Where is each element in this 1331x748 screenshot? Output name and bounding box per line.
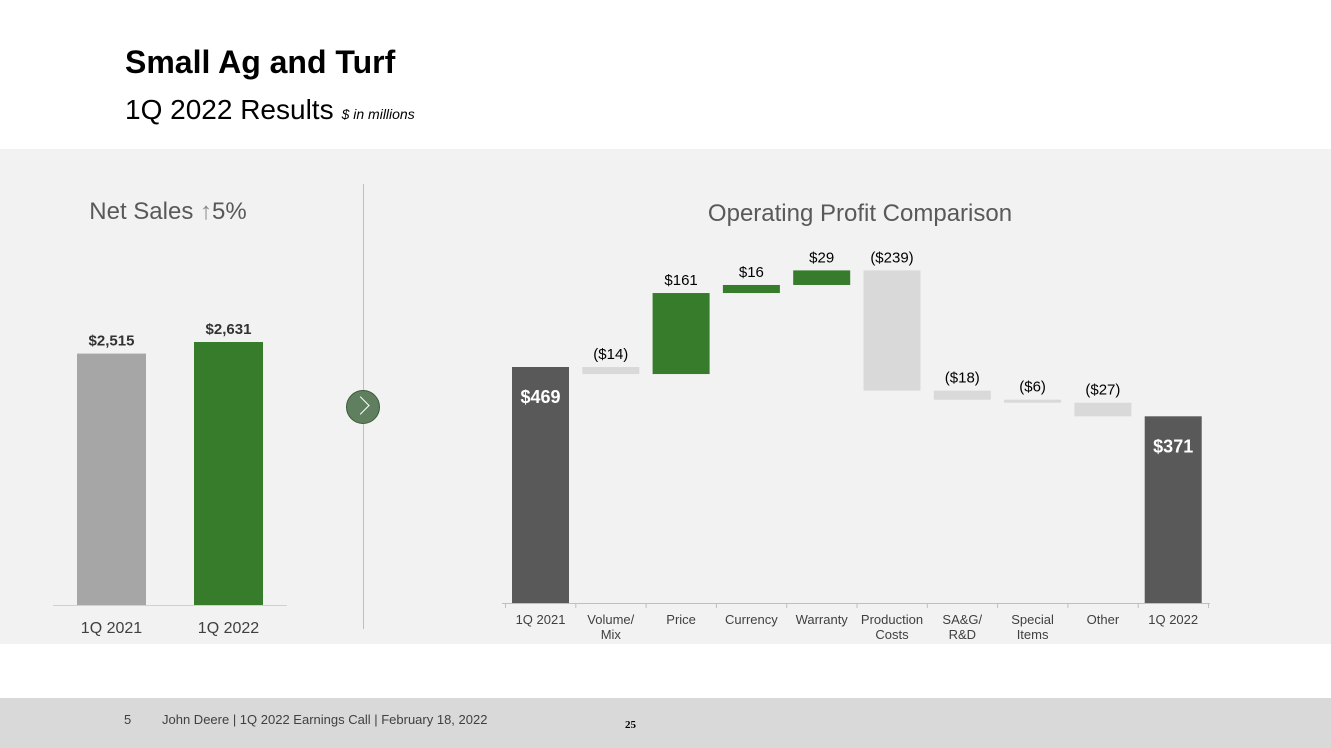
bar (194, 342, 263, 605)
bar (793, 270, 851, 285)
slide-subtitle: 1Q 2022 Results $ in millions (125, 94, 415, 126)
tick-label: Price (666, 612, 696, 627)
data-label: $29 (809, 249, 834, 266)
net-sales-label: Net Sales (89, 198, 194, 225)
bar (512, 367, 569, 603)
data-label: ($18) (945, 370, 980, 387)
subtitle-text: 1Q 2022 Results (125, 94, 334, 125)
bar (77, 353, 146, 605)
tick-label: Warranty (796, 612, 849, 627)
arrow-up-icon: ↑ (200, 198, 213, 225)
units-note: $ in millions (341, 106, 415, 122)
data-label: $371 (1153, 436, 1193, 456)
data-label: $161 (664, 272, 697, 289)
tick-label: 1Q 2021 (516, 612, 566, 627)
tick-label: Costs (875, 627, 909, 642)
bar (722, 284, 780, 294)
data-label: $16 (739, 264, 764, 281)
tick-label: R&D (949, 627, 976, 642)
tick-label: SA&G/ (942, 612, 982, 627)
tick-label: Volume/ (587, 612, 634, 627)
tick-label: Items (1017, 627, 1049, 642)
data-label: ($6) (1019, 379, 1046, 396)
tick-label: Special (1011, 612, 1054, 627)
chevron-right-icon[interactable] (346, 390, 380, 424)
footer-slide-number: 25 (625, 719, 636, 731)
slide-title: Small Ag and Turf (125, 44, 396, 80)
operating-profit-title: Operating Profit Comparison (707, 200, 1013, 227)
tick-label: Other (1087, 612, 1120, 627)
tick-label: Production (861, 612, 923, 627)
data-label: $469 (520, 387, 560, 407)
tick-label: 1Q 2021 (81, 620, 142, 637)
net-sales-change: 5% (212, 198, 247, 225)
data-label: ($27) (1085, 382, 1120, 399)
data-label: ($239) (870, 249, 913, 266)
bar (1004, 399, 1062, 403)
footer-text: John Deere | 1Q 2022 Earnings Call | Feb… (162, 712, 488, 727)
footer-page-number: 5 (124, 712, 132, 727)
footer: 5 John Deere | 1Q 2022 Earnings Call | F… (0, 698, 1331, 748)
tick-label: Mix (601, 627, 622, 642)
data-label: $2,515 (89, 333, 135, 350)
tick-label: 1Q 2022 (1148, 612, 1198, 627)
bar (652, 293, 710, 375)
data-label: ($14) (593, 346, 628, 363)
tick-label: Currency (725, 612, 778, 627)
bar (582, 367, 640, 375)
bar (863, 270, 921, 391)
data-label: $2,631 (206, 321, 252, 338)
bar (1144, 416, 1202, 603)
net-sales-title: Net Sales ↑5% (0, 198, 336, 226)
bar (933, 390, 991, 400)
bar (1074, 402, 1132, 417)
tick-label: 1Q 2022 (198, 620, 259, 637)
